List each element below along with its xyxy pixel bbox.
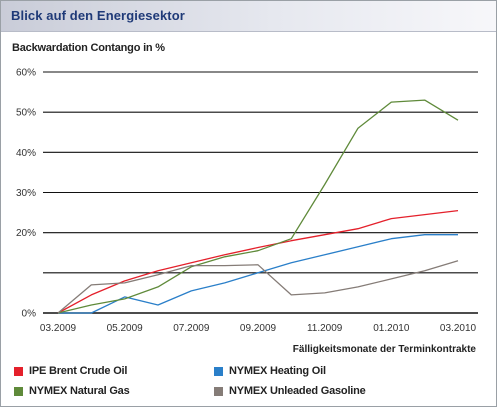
y-tick-label: 30% bbox=[16, 188, 36, 199]
x-tick-label: 03.2009 bbox=[40, 323, 77, 334]
chart-series bbox=[57, 99, 459, 314]
chart-legend: IPE Brent Crude Oil NYMEX Heating Oil NYME… bbox=[14, 364, 484, 404]
series-line-2 bbox=[57, 99, 459, 314]
chart-grid bbox=[43, 71, 478, 314]
legend-item: NYMEX Heating Oil bbox=[214, 364, 326, 378]
legend-label: NYMEX Unleaded Gasoline bbox=[229, 385, 366, 397]
legend-label: NYMEX Natural Gas bbox=[29, 385, 130, 397]
series-line-1 bbox=[58, 234, 458, 314]
y-tick-label: 40% bbox=[16, 148, 36, 159]
x-tick-label: 11.2009 bbox=[307, 323, 343, 334]
legend-label: IPE Brent Crude Oil bbox=[29, 365, 128, 377]
y-tick-label: 60% bbox=[16, 68, 36, 79]
x-tick-label: 05.2009 bbox=[107, 323, 144, 334]
panel-title: Blick auf den Energiesektor bbox=[11, 8, 185, 23]
x-axis-ticks: 03.2009 05.2009 07.2009 09.2009 11.2009 01.20… bbox=[40, 323, 477, 334]
x-tick-label: 09.2009 bbox=[240, 323, 277, 334]
x-tick-label: 03.2010 bbox=[440, 323, 477, 334]
legend-item: NYMEX Natural Gas bbox=[14, 384, 130, 398]
chart-title: Backwardation Contango in % bbox=[12, 42, 165, 54]
series-line-3 bbox=[57, 260, 459, 314]
y-tick-label: 50% bbox=[16, 108, 36, 119]
panel-header: Blick auf den Energiesektor bbox=[1, 1, 496, 32]
legend-swatch bbox=[214, 386, 223, 396]
legend-swatch bbox=[14, 386, 23, 396]
legend-swatch bbox=[14, 366, 23, 376]
legend-item: IPE Brent Crude Oil bbox=[14, 364, 127, 378]
legend-swatch bbox=[214, 366, 223, 376]
legend-item: NYMEX Unleaded Gasoline bbox=[214, 384, 366, 398]
y-tick-label: 20% bbox=[16, 228, 36, 239]
x-tick-label: 01.2010 bbox=[373, 323, 410, 334]
x-axis-label: Fälligkeitsmonate der Terminkontrakte bbox=[293, 344, 477, 355]
y-axis-ticks: 0% 20% 30% 40% 50% 60% bbox=[16, 68, 36, 320]
legend-label: NYMEX Heating Oil bbox=[229, 365, 326, 377]
series-line-0 bbox=[57, 209, 459, 314]
y-tick-label: 0% bbox=[22, 309, 37, 320]
x-tick-label: 07.2009 bbox=[173, 323, 210, 334]
